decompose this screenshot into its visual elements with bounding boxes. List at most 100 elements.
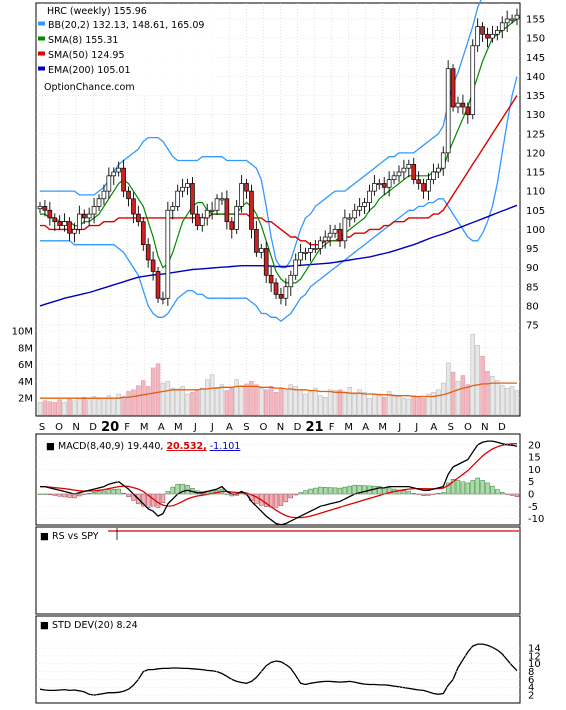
candle-body <box>219 198 225 201</box>
volume-bar <box>121 396 126 416</box>
volume-bar <box>204 379 210 416</box>
volume-bar <box>239 385 244 416</box>
volume-bar <box>42 400 48 416</box>
volume-bar <box>347 387 353 416</box>
volume-bar <box>165 381 171 416</box>
volume-tick-label: 6M <box>18 360 33 371</box>
macd-histogram-bar <box>116 488 121 495</box>
rs-panel: ■ RS vs SPY <box>35 526 521 615</box>
legend-swatch-ema200 <box>38 66 45 71</box>
month-label: S <box>448 422 454 433</box>
volume-bar <box>224 390 230 416</box>
candle-body <box>96 198 102 207</box>
candle-body <box>195 213 200 226</box>
volume-bar <box>372 394 377 416</box>
candle-body <box>258 248 264 253</box>
candle-body <box>214 198 220 211</box>
legend-swatch-sma50 <box>38 51 45 56</box>
volume-bar <box>436 389 441 416</box>
volume-bar <box>504 387 510 416</box>
candle-body <box>155 271 161 299</box>
candle-body <box>249 190 254 230</box>
candle-body <box>396 171 402 177</box>
candle-body <box>475 26 480 47</box>
volume-bar <box>136 385 141 416</box>
candle-body <box>244 183 249 192</box>
macd-histogram-bar <box>278 493 284 506</box>
volume-bar <box>200 387 205 416</box>
month-label: D <box>89 422 97 433</box>
candle-body <box>234 206 240 230</box>
volume-bar <box>313 387 318 416</box>
macd-histogram-bar <box>475 477 480 495</box>
macd-histogram-bar <box>401 490 407 495</box>
volume-bar <box>377 393 382 416</box>
candle-body <box>490 33 495 39</box>
candle-body <box>347 217 353 220</box>
macd-histogram-bar <box>485 482 490 495</box>
volume-bar <box>195 389 200 416</box>
candle-body <box>509 18 515 21</box>
macd-histogram-bar <box>288 493 294 499</box>
macd-histogram-bar <box>465 482 471 495</box>
candle-body <box>209 209 215 212</box>
candle-body <box>288 274 294 288</box>
candle-body <box>126 190 131 200</box>
macd-histogram-bar <box>406 491 412 495</box>
candle-body <box>199 217 205 226</box>
candle-body <box>381 183 387 188</box>
std-tick-label: 8 <box>528 667 534 678</box>
volume-bar <box>254 384 259 416</box>
volume-bar <box>460 375 466 416</box>
volume-bar <box>185 393 190 416</box>
month-label: M <box>174 422 183 433</box>
std-label: ■ STD DEV(20) 8.24 <box>40 620 138 631</box>
price-tick-label: 110 <box>526 187 545 198</box>
macd-histogram-bar <box>111 489 116 495</box>
volume-bar <box>450 371 456 416</box>
candle-body <box>455 102 461 108</box>
std-tick-label: 14 <box>528 644 541 655</box>
candle-body <box>485 33 490 39</box>
volume-bar <box>91 396 97 416</box>
month-label: M <box>140 422 149 433</box>
volume-bar <box>431 392 436 416</box>
candle-body <box>52 217 58 223</box>
candle-body <box>116 167 121 173</box>
legend-label-bb: BB(20,2) 132.13, 148.61, 165.09 <box>48 20 204 31</box>
price-tick-label: 80 <box>526 301 539 312</box>
price-tick-label: 95 <box>526 244 539 255</box>
candle-body <box>357 206 362 211</box>
candle-body <box>322 236 328 242</box>
candle-body <box>57 221 62 226</box>
macd-histogram-bar <box>308 488 313 495</box>
macd-hist-value: -1.101 <box>210 441 241 452</box>
macd-histogram-bar <box>313 487 318 495</box>
candle-body <box>170 206 176 211</box>
candle-body <box>268 274 274 284</box>
volume-bar <box>293 386 298 416</box>
volume-bar <box>47 401 53 416</box>
candle-body <box>293 259 299 276</box>
volume-bar <box>426 393 431 416</box>
volume-bar <box>77 397 82 416</box>
macd-tick-label: 10 <box>528 465 541 476</box>
volume-bar <box>234 379 239 416</box>
volume-bar <box>509 386 515 416</box>
std-tick-label: 12 <box>528 651 541 662</box>
volume-bar <box>101 399 107 416</box>
volume-bar <box>406 398 412 416</box>
bollinger-lower-band <box>40 76 518 323</box>
volume-bar <box>455 381 461 416</box>
candle-body <box>499 22 505 31</box>
candle-body <box>367 190 372 203</box>
month-label: A <box>226 422 233 433</box>
volume-bar <box>391 394 397 416</box>
month-label: A <box>430 422 437 433</box>
macd-label: ■ MACD(8,40,9) 19.440, 20.532, -1.101 <box>46 441 240 452</box>
candle-body <box>303 251 308 254</box>
candle-body <box>77 213 82 230</box>
volume-bar <box>396 396 402 416</box>
